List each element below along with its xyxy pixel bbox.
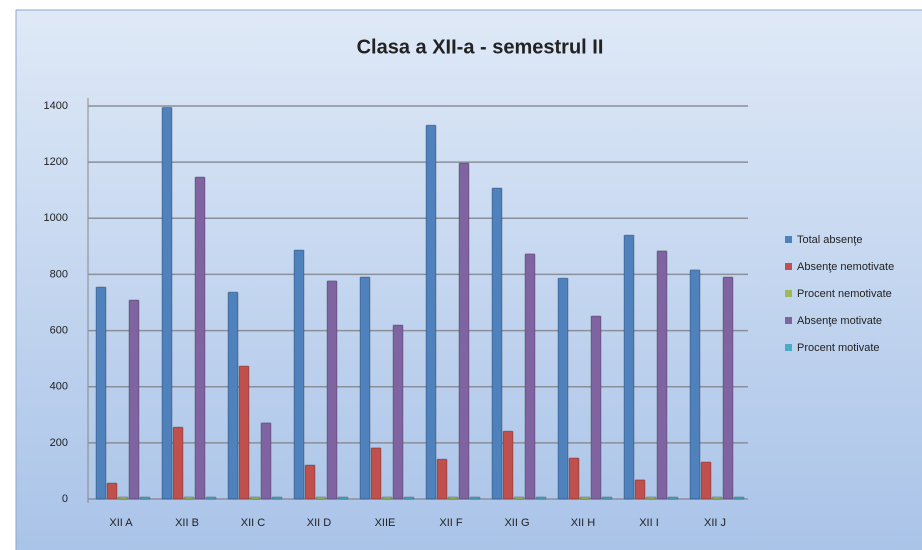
legend-label: Absenţe nemotivate (797, 261, 894, 273)
bar (513, 496, 525, 500)
bar (359, 276, 371, 500)
bar (304, 464, 316, 500)
bar (337, 496, 349, 500)
x-tick-label: XII G (504, 517, 529, 529)
bar (634, 479, 646, 500)
y-tick-label: 0 (62, 493, 68, 505)
bar (689, 269, 701, 500)
legend-swatch (785, 317, 792, 324)
bar (392, 324, 404, 500)
bar (557, 277, 569, 500)
bar (106, 482, 118, 500)
bar (161, 106, 173, 500)
x-tick-label: XII F (439, 517, 463, 529)
bar (491, 187, 503, 500)
bar (271, 496, 283, 500)
y-tick-label: 1400 (44, 100, 68, 112)
y-tick-label: 1200 (44, 156, 68, 168)
bar (205, 496, 217, 500)
legend-swatch (785, 263, 792, 270)
y-tick-label: 800 (50, 268, 68, 280)
legend-label: Total absenţe (797, 234, 862, 246)
bar (458, 162, 470, 500)
legend-swatch (785, 236, 792, 243)
y-tick-label: 400 (50, 381, 68, 393)
x-tick-label: XII I (639, 517, 659, 529)
bar (326, 280, 338, 500)
bar (315, 496, 327, 500)
bar (194, 176, 206, 500)
chart-title: Clasa a XII-a - semestrul II (357, 36, 604, 58)
bar (238, 365, 250, 500)
y-tick-label: 200 (50, 437, 68, 449)
bar (117, 496, 129, 500)
bar (667, 496, 679, 500)
bar (183, 496, 195, 500)
legend-swatch (785, 290, 792, 297)
bar (722, 276, 734, 500)
bar (656, 250, 668, 500)
y-tick-label: 1000 (44, 212, 68, 224)
bar (128, 299, 140, 500)
bar (370, 447, 382, 500)
bar (700, 461, 712, 500)
bar (425, 124, 437, 500)
bar (579, 496, 591, 500)
bar (293, 249, 305, 500)
bar (645, 496, 657, 500)
y-tick-label: 600 (50, 324, 68, 336)
bar (447, 496, 459, 500)
legend-label: Absenţe motivate (797, 315, 882, 327)
bar (568, 457, 580, 500)
bar (623, 234, 635, 500)
x-tick-label: XII J (704, 517, 726, 529)
bar (403, 496, 415, 500)
x-tick-label: XII C (241, 517, 266, 529)
bar (535, 496, 547, 500)
bar (172, 426, 184, 500)
x-tick-label: XII D (307, 517, 332, 529)
bar (524, 253, 536, 500)
bar (381, 496, 393, 500)
bar (590, 315, 602, 500)
bar (227, 291, 239, 500)
bar (95, 286, 107, 500)
x-tick-label: XII H (571, 517, 596, 529)
legend-label: Procent motivate (797, 342, 880, 354)
bar (601, 496, 613, 500)
bar (249, 496, 261, 500)
x-tick-label: XII B (175, 517, 199, 529)
bar (502, 430, 514, 500)
bar (139, 496, 151, 500)
legend-label: Procent nemotivate (797, 288, 892, 300)
bar (436, 458, 448, 500)
x-tick-label: XIIE (375, 517, 396, 529)
bar (711, 496, 723, 500)
bar (469, 496, 481, 500)
legend-swatch (785, 344, 792, 351)
bar (260, 422, 272, 500)
bar (733, 496, 745, 500)
x-tick-label: XII A (109, 517, 133, 529)
